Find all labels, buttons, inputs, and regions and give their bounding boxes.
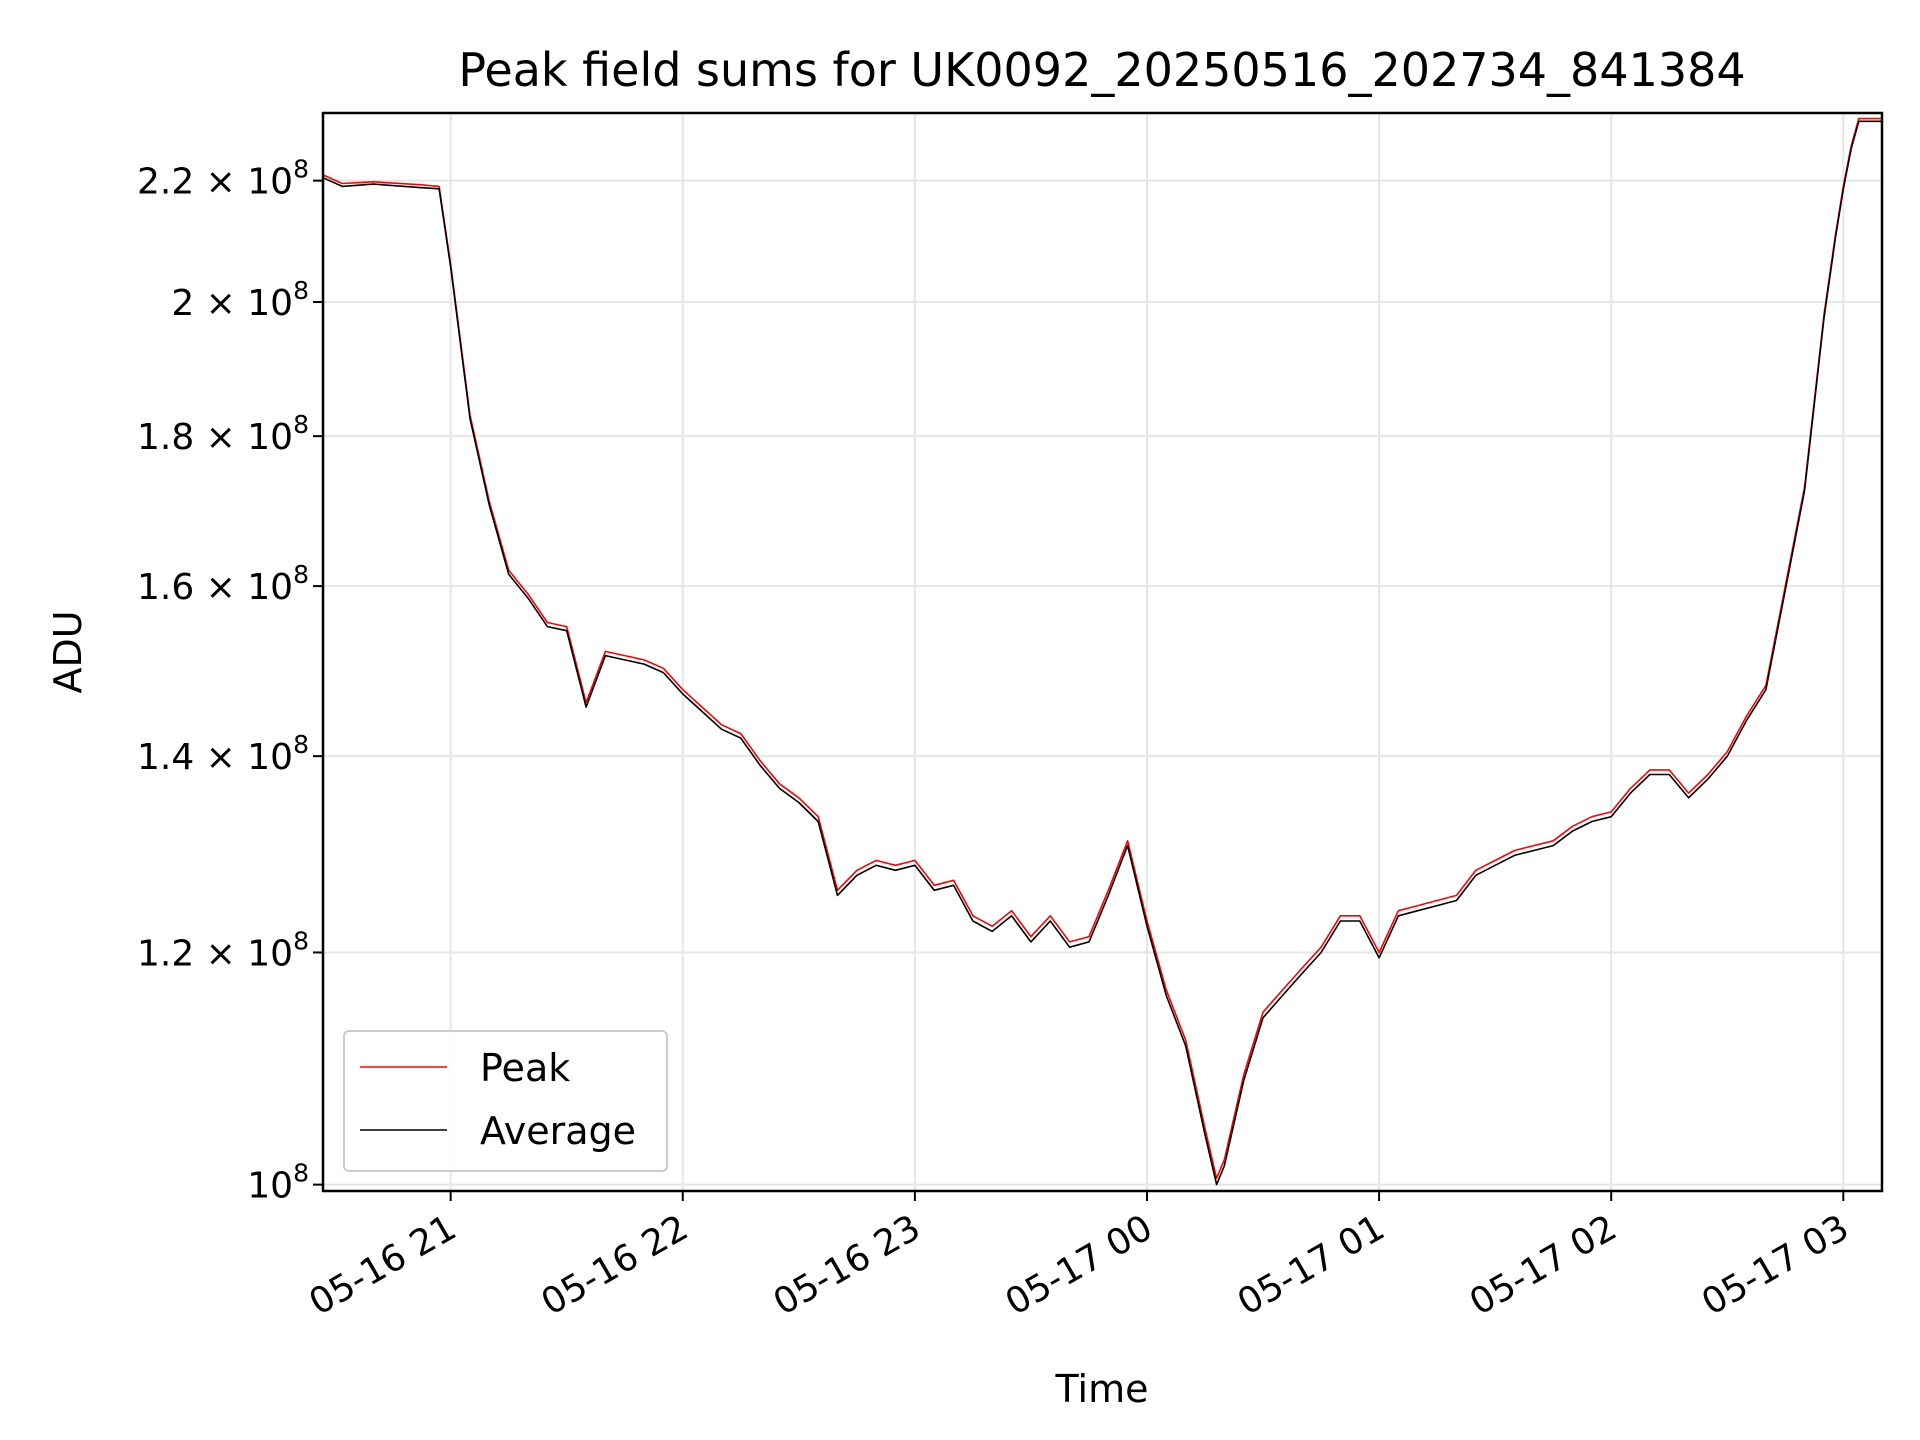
y-axis: 108 1.2 × 108 1.4 × 108 1.6 × 108 1.8 × 108 2… xyxy=(137,155,323,1207)
grid xyxy=(323,113,1882,1191)
y-tick-label: 1.4 × 108 xyxy=(137,730,309,778)
y-tick-label: 108 xyxy=(247,1159,309,1207)
y-tick-label: 1.6 × 108 xyxy=(137,560,309,608)
chart-title: Peak field sums for UK0092_20250516_2027… xyxy=(458,43,1745,97)
series-line-peak xyxy=(322,117,1882,1180)
series-line-average xyxy=(322,120,1882,1186)
y-tick-label: 1.2 × 108 xyxy=(137,926,309,974)
y-tick-label: 2 × 108 xyxy=(171,276,309,324)
y-tick-label: 2.2 × 108 xyxy=(137,155,309,203)
y-tick-label: 1.8 × 108 xyxy=(137,410,309,458)
y-axis-label: ADU xyxy=(46,610,90,693)
legend-label-average: Average xyxy=(480,1109,636,1153)
plot-frame xyxy=(321,111,1884,1193)
legend: Peak Average xyxy=(343,1030,668,1172)
series-layer xyxy=(322,117,1882,1186)
x-axis-label: Time xyxy=(1055,1367,1149,1411)
legend-box xyxy=(343,1030,668,1172)
legend-label-peak: Peak xyxy=(480,1046,570,1090)
